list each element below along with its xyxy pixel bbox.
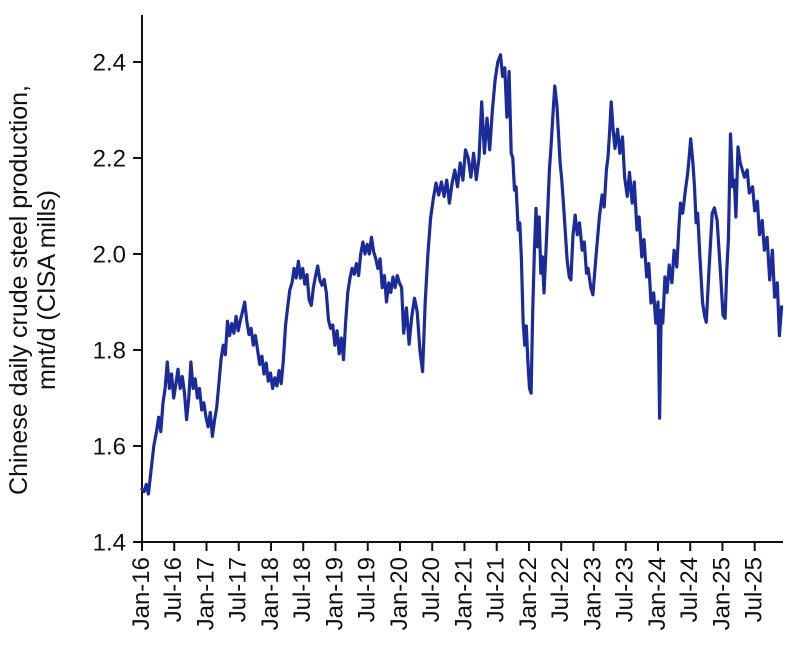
- x-tick-label: Jan-21: [450, 557, 477, 630]
- x-tick-label: Jan-17: [192, 557, 219, 630]
- x-tick-label: Jul-19: [354, 557, 381, 622]
- x-tick-label: Jan-25: [708, 557, 735, 630]
- x-tick-label: Jan-24: [644, 557, 671, 630]
- x-tick-label: Jul-18: [289, 557, 316, 622]
- y-axis-title: Chinese daily crude steel production, mn…: [5, 85, 61, 495]
- x-tick-label: Jul-23: [612, 557, 639, 622]
- x-tick-label: Jul-16: [160, 557, 187, 622]
- x-tick-label: Jan-23: [579, 557, 606, 630]
- y-tick-label: 2.0: [93, 242, 126, 269]
- y-axis-title-line1: Chinese daily crude steel production,: [5, 85, 33, 495]
- x-tick-label: Jul-22: [547, 557, 574, 622]
- x-tick-label: Jul-21: [483, 557, 510, 622]
- x-tick-label: Jan-19: [321, 557, 348, 630]
- y-axis-title-line2: mnt/d (CISA mills): [33, 190, 61, 390]
- y-axis-ticks: 1.4 1.6 1.8 2.0 2.2 2.4: [93, 50, 142, 557]
- y-tick-label: 1.6: [93, 434, 126, 461]
- x-tick-label: Jan-20: [386, 557, 413, 630]
- x-axis-ticks: Jan-16 Jul-16 Jan-17 Jul-17 Jan-18 Jul-18 Jan-…: [128, 542, 768, 630]
- y-tick-label: 2.4: [93, 50, 126, 77]
- x-tick-label: Jul-24: [676, 557, 703, 622]
- x-tick-label: Jul-17: [225, 557, 252, 622]
- axis-spines: [141, 15, 783, 543]
- x-tick-label: Jul-20: [418, 557, 445, 622]
- y-tick-label: 1.8: [93, 338, 126, 365]
- x-tick-label: Jan-18: [257, 557, 284, 630]
- x-tick-label: Jan-22: [515, 557, 542, 630]
- y-tick-label: 2.2: [93, 146, 126, 173]
- x-tick-label: Jan-16: [128, 557, 155, 630]
- y-tick-label: 1.4: [93, 530, 126, 557]
- x-tick-label: Jul-25: [741, 557, 768, 622]
- data-series-line: [140, 53, 784, 496]
- axes: [141, 15, 783, 543]
